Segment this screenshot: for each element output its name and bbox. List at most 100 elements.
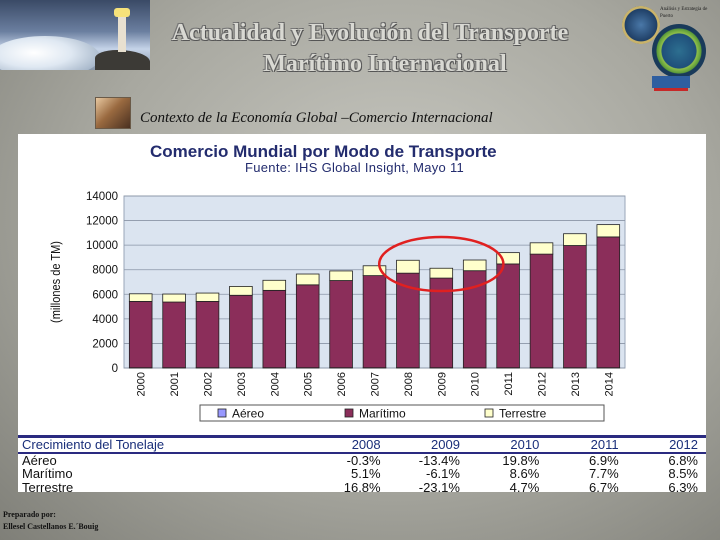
y-tick-label: 6000 (92, 289, 118, 301)
x-tick-label: 2000 (136, 372, 148, 396)
growth-table-header-year: 2011 (590, 437, 619, 452)
bar-marítimo-2001 (162, 301, 186, 369)
y-tick-label: 4000 (92, 314, 118, 326)
bar-terrestre-2008 (396, 259, 420, 274)
bar-terrestre-2000 (128, 293, 153, 302)
x-tick-label: 2009 (436, 372, 448, 396)
growth-table-row: Aéreo -0.3% -13.4% 19.8% 6.9% 6.8% (18, 453, 706, 468)
growth-row-label: Marítimo (22, 466, 73, 481)
growth-cell: 8.5% (668, 466, 698, 481)
y-tick-label: 14000 (86, 191, 118, 203)
growth-table-header-year: 2009 (431, 437, 460, 452)
x-tick-label: 2011 (503, 372, 515, 396)
growth-cell: 6.9% (589, 452, 619, 468)
bar-terrestre-2009 (429, 267, 454, 279)
bar-marítimo-2002 (195, 301, 220, 369)
bar-terrestre-2004 (262, 279, 287, 291)
x-tick-label: 2013 (570, 372, 582, 396)
growth-cell: -13.4% (418, 452, 460, 468)
slide-title-line1: Actualidad y Evolución del Transporte (171, 20, 569, 46)
logo-badge (652, 76, 690, 88)
growth-table-header: Crecimiento del Tonelaje 2008 2009 2010 … (18, 436, 706, 453)
bar-terrestre-2003 (229, 286, 253, 296)
bar-terrestre-2006 (329, 270, 353, 281)
y-tick-label: 0 (112, 363, 118, 375)
legend-swatch-terrestre (484, 408, 494, 418)
chart-title: Comercio Mundial por Modo de Transporte (150, 142, 497, 161)
legend (199, 404, 605, 422)
growth-table-header-year: 2008 (351, 437, 381, 452)
seal-icon (622, 6, 660, 44)
growth-cell: 19.8% (502, 452, 540, 468)
bar-terrestre-2011 (496, 252, 520, 265)
logo-underline (654, 88, 688, 91)
organization-logo: Análisis y Estrategia de Puerto (618, 2, 718, 92)
thumbnail-image (95, 97, 131, 129)
bar-marítimo-2014 (596, 236, 621, 369)
bar-marítimo-2000 (128, 301, 153, 369)
growth-cell: -0.3% (346, 452, 381, 468)
bar-marítimo-2004 (262, 289, 287, 369)
bar-marítimo-2006 (329, 280, 353, 369)
bar-terrestre-2005 (295, 273, 320, 286)
legend-label: Aéreo (232, 407, 264, 421)
chart-subtitle: Fuente: IHS Global Insight, Mayo 11 (245, 160, 465, 175)
bar-terrestre-2014 (596, 224, 621, 238)
highlight-ellipse (377, 235, 505, 293)
x-tick-label: 2001 (169, 372, 181, 396)
growth-table: Crecimiento del Tonelaje 2008 2009 2010 … (18, 435, 706, 494)
growth-cell: 6.8% (668, 452, 698, 468)
lighthouse-photo (0, 0, 150, 70)
growth-row-label: Terrestre (22, 479, 74, 495)
growth-cell: 4.7% (509, 479, 540, 495)
bar-marítimo-2007 (362, 275, 387, 369)
bar-terrestre-2002 (195, 292, 220, 302)
bar-marítimo-2005 (295, 284, 320, 369)
growth-cell: -23.1% (418, 479, 460, 495)
y-tick-label: 12000 (86, 216, 118, 228)
bar-marítimo-2012 (529, 253, 554, 369)
globe-seal-icon (652, 24, 706, 78)
x-tick-label: 2006 (336, 372, 348, 396)
prepared-by: Preparado por: Ellesel Castellanos E.´Bo… (3, 509, 98, 533)
x-tick-label: 2002 (203, 372, 215, 396)
growth-table-row: Marítimo 5.1% -6.1% 8.6% 7.7% 8.5% (18, 467, 706, 481)
y-tick-label: 2000 (92, 338, 118, 350)
bar-terrestre-2012 (529, 242, 554, 255)
logo-caption: Análisis y Estrategia de Puerto (660, 7, 708, 19)
bar-terrestre-2007 (362, 265, 387, 277)
y-tick-label: 10000 (86, 240, 118, 252)
growth-cell: 7.7% (589, 466, 619, 481)
x-tick-label: 2005 (303, 372, 315, 396)
legend-swatch-marítimo (344, 408, 354, 418)
y-tick-label: 8000 (92, 265, 118, 277)
growth-cell: 6.3% (668, 479, 698, 495)
growth-cell: 16.8% (343, 479, 381, 495)
legend-swatch-aéreo (217, 408, 227, 418)
x-tick-label: 2012 (537, 372, 549, 396)
slide-title: Actualidad y Evolución del Transporte Ma… (150, 18, 590, 80)
legend-label: Terrestre (499, 407, 547, 421)
x-tick-label: 2007 (370, 372, 382, 396)
growth-cell: 6.7% (589, 479, 619, 495)
legend-label: Marítimo (359, 407, 406, 421)
growth-table-row: Terrestre 16.8% -23.1% 4.7% 6.7% 6.3% (18, 479, 706, 495)
growth-table-header-year: 2012 (669, 437, 698, 452)
x-tick-label: 2003 (236, 372, 248, 396)
stacked-bar-chart: 0 2000 4000 6000 8000 10000 12000 14000 (millone… (48, 191, 626, 422)
slide-title-line2: Marítimo Internacional (263, 51, 507, 77)
growth-cell: 8.6% (509, 466, 540, 481)
y-axis-label: (millones de TM) (48, 241, 63, 323)
bar-marítimo-2013 (563, 245, 587, 369)
x-tick-label: 2014 (603, 372, 615, 396)
x-tick-label: 2008 (403, 372, 415, 396)
bar-terrestre-2013 (563, 233, 587, 246)
growth-table-header-label: Crecimiento del Tonelaje (22, 437, 165, 452)
bar-terrestre-2010 (462, 259, 487, 272)
prepared-by-label: Preparado por: (3, 510, 56, 519)
growth-cell: -6.1% (425, 466, 460, 481)
prepared-by-author: Ellesel Castellanos E.´Bouig (3, 522, 99, 531)
slide-subtitle: Contexto de la Economía Global –Comercio… (140, 110, 493, 126)
growth-row-label: Aéreo (22, 452, 57, 468)
bar-marítimo-2011 (496, 263, 520, 369)
